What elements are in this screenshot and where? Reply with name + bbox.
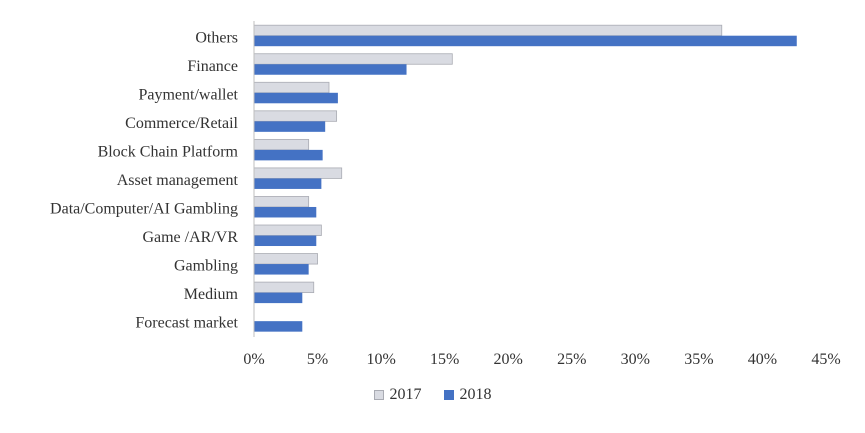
category-label-6: Data/Computer/AI Gambling	[50, 201, 238, 218]
category-label-5: Asset management	[117, 172, 239, 189]
bar-2017-9	[253, 281, 315, 294]
bar-2018-6	[254, 206, 317, 218]
x-tick-label-0: 0%	[243, 351, 264, 368]
bar-2018-5	[254, 178, 322, 189]
bar-2017-5	[253, 167, 343, 179]
x-tick-label-1: 5%	[307, 351, 328, 368]
legend: 2017 2018	[0, 386, 865, 404]
category-label-9: Medium	[184, 286, 239, 303]
bar-2018-1	[254, 64, 407, 75]
category-label-3: Commerce/Retail	[125, 115, 238, 132]
x-tick-label-8: 40%	[748, 351, 777, 368]
category-label-7: Game /AR/VR	[142, 229, 238, 246]
legend-item-2017: 2017	[373, 386, 422, 404]
category-label-8: Gambling	[174, 258, 238, 275]
bar-2018-2	[254, 92, 338, 104]
x-tick-label-9: 45%	[811, 351, 840, 368]
bar-2018-8	[254, 264, 309, 275]
bar-2017-4	[253, 138, 310, 151]
category-label-10: Forecast market	[135, 315, 238, 332]
bar-2018-9	[254, 292, 303, 304]
bar-2017-0	[253, 24, 723, 37]
legend-label-2018: 2018	[459, 386, 492, 403]
bar-2018-0	[254, 35, 797, 47]
legend-label-2017: 2017	[389, 386, 422, 403]
x-tick-label-3: 15%	[430, 351, 459, 368]
bar-2017-1	[253, 53, 453, 65]
bar-2017-6	[253, 196, 310, 208]
bars	[253, 24, 797, 332]
bar-2018-3	[254, 121, 326, 132]
x-tick-label-2: 10%	[366, 351, 395, 368]
category-label-1: Finance	[187, 58, 238, 75]
x-tick-label-6: 30%	[621, 351, 650, 368]
category-labels: Others Finance Payment/wallet Commerce/Reta…	[50, 29, 239, 331]
category-label-2: Payment/wallet	[138, 86, 238, 103]
x-tick-label-7: 35%	[684, 351, 713, 368]
legend-item-2018: 2018	[443, 386, 492, 404]
bar-2017-2	[253, 81, 330, 94]
category-label-4: Block Chain Platform	[98, 143, 239, 160]
bar-2017-8	[253, 253, 318, 265]
legend-swatch-2017	[373, 390, 384, 400]
bar-2018-10	[254, 321, 303, 332]
x-tick-labels: 0% 5% 10% 15% 20% 25% 30% 35% 40% 45%	[243, 351, 840, 368]
bar-2018-4	[254, 149, 323, 161]
bar-2017-3	[253, 110, 338, 122]
bar-2018-7	[254, 235, 317, 247]
x-tick-label-5: 25%	[557, 351, 586, 368]
legend-swatch-2018	[443, 390, 454, 400]
category-label-0: Others	[195, 29, 238, 46]
bar-2017-7	[253, 224, 322, 236]
x-tick-label-4: 20%	[494, 351, 523, 368]
